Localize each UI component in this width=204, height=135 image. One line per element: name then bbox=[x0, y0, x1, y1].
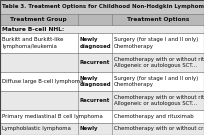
Text: Recurrent: Recurrent bbox=[80, 98, 110, 103]
Text: Newly: Newly bbox=[80, 126, 98, 131]
Text: Chemotherapy with or without crasi...: Chemotherapy with or without crasi... bbox=[114, 126, 204, 131]
Text: Diffuse large B-cell lymphoma: Diffuse large B-cell lymphoma bbox=[2, 79, 84, 84]
Text: Primary mediastinal B cell lymphoma: Primary mediastinal B cell lymphoma bbox=[2, 114, 103, 119]
Bar bbox=[0, 110, 204, 123]
Bar bbox=[0, 123, 204, 135]
Text: Surgery (for stage I and II only)
Chemotherapy: Surgery (for stage I and II only) Chemot… bbox=[114, 37, 198, 49]
Bar bbox=[0, 14, 204, 25]
Bar bbox=[0, 33, 204, 53]
Text: Recurrent: Recurrent bbox=[80, 60, 110, 65]
Text: Chemotherapy with or without ritu...
Allogeneic or autologous SCT...: Chemotherapy with or without ritu... All… bbox=[114, 57, 204, 68]
Text: Mature B-cell NHL:: Mature B-cell NHL: bbox=[2, 27, 65, 32]
Text: Treatment Group: Treatment Group bbox=[10, 17, 67, 22]
Text: Burkitt and Burkitt-like
lymphoma/leukemia: Burkitt and Burkitt-like lymphoma/leukem… bbox=[2, 37, 64, 49]
Text: Table 3. Treatment Options for Childhood Non-Hodgkin Lymphoma (NHL): Table 3. Treatment Options for Childhood… bbox=[2, 4, 204, 9]
Text: Treatment Options: Treatment Options bbox=[127, 17, 189, 22]
Text: Newly
diagnosed: Newly diagnosed bbox=[80, 37, 111, 49]
Bar bbox=[0, 91, 204, 110]
Text: Chemotherapy and rituximab: Chemotherapy and rituximab bbox=[114, 114, 194, 119]
Bar bbox=[0, 0, 204, 14]
Text: Lymphoblastic lymphoma: Lymphoblastic lymphoma bbox=[2, 126, 71, 131]
Text: Surgery (for stage I and II only)
Chemotherapy: Surgery (for stage I and II only) Chemot… bbox=[114, 76, 198, 87]
Bar bbox=[0, 72, 204, 91]
Text: Chemotherapy with or without ritu...
Allogeneic or autologous SCT...: Chemotherapy with or without ritu... All… bbox=[114, 95, 204, 106]
Text: Newly
diagnosed: Newly diagnosed bbox=[80, 76, 111, 87]
Bar bbox=[0, 53, 204, 72]
Bar bbox=[0, 25, 204, 33]
